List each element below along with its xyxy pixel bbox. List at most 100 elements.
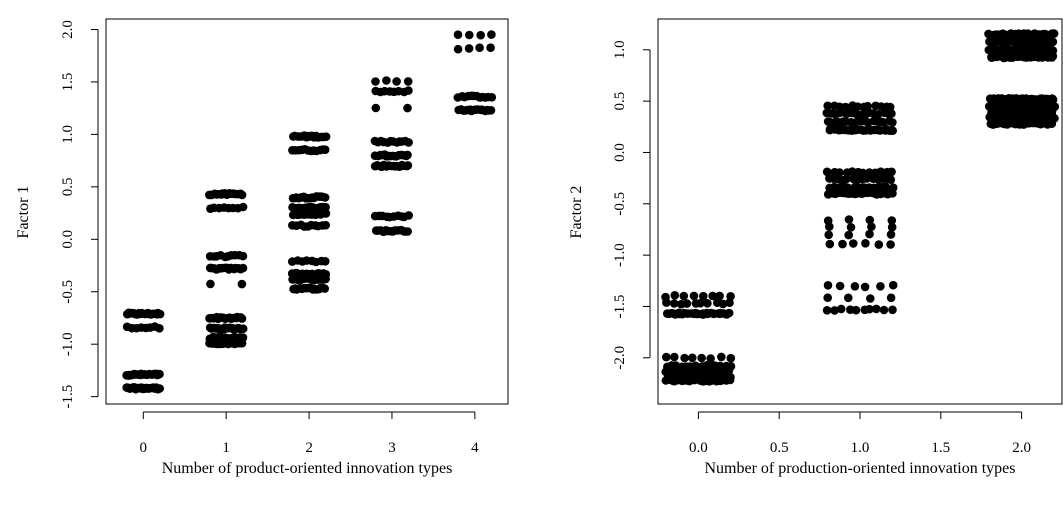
data-point: [866, 294, 875, 303]
y-tick-label: -1.0: [60, 332, 76, 356]
data-point: [486, 43, 495, 52]
data-point: [873, 110, 883, 119]
data-point: [321, 209, 331, 218]
data-point: [888, 305, 897, 315]
data-point: [842, 174, 851, 184]
data-point: [476, 30, 486, 40]
data-point: [1049, 29, 1059, 38]
data-point: [886, 293, 896, 303]
data-point: [321, 220, 331, 230]
data-point: [846, 223, 856, 232]
data-point: [725, 375, 735, 385]
data-point: [320, 145, 330, 154]
panel-left: 0 1 2 3 4 -1.5 -1.0 -0.5 0.0 0.5 1.0 1.5 2.0 Number…: [15, 18, 509, 477]
data-point: [849, 239, 858, 248]
points-left: [122, 30, 497, 394]
y-tick-label: 2.0: [60, 20, 76, 39]
x-axis-label-left: Number of product-oriented innovation ty…: [162, 460, 453, 477]
data-point: [717, 352, 726, 362]
data-point: [403, 103, 412, 113]
x-tick-label: 0.5: [770, 440, 789, 456]
data-point: [321, 257, 330, 266]
data-point: [320, 193, 330, 202]
data-point: [404, 211, 414, 220]
y-axis-label-right: Factor 2: [568, 186, 585, 239]
data-point: [206, 279, 215, 289]
data-point: [835, 108, 844, 118]
data-point: [888, 126, 897, 135]
data-point: [464, 44, 474, 53]
y-tick-label: 0.0: [612, 143, 628, 162]
data-point: [238, 202, 248, 212]
data-point: [237, 314, 247, 323]
data-point: [662, 352, 671, 362]
x-tick-label: 3: [388, 440, 396, 456]
data-point: [726, 353, 736, 363]
data-point: [699, 291, 708, 301]
x-axis-left: 0 1 2 3 4: [140, 411, 479, 456]
data-point: [487, 93, 497, 102]
data-point: [237, 338, 247, 348]
data-point: [1048, 37, 1058, 47]
data-point: [861, 239, 870, 248]
data-point: [679, 291, 689, 301]
data-point: [887, 109, 896, 118]
data-point: [155, 369, 164, 379]
data-point: [392, 77, 401, 86]
data-point: [321, 274, 331, 284]
data-point: [886, 230, 896, 239]
data-point: [822, 167, 832, 177]
data-point: [876, 167, 886, 176]
data-point: [238, 263, 248, 273]
x-tick-label: 0.0: [689, 440, 708, 456]
x-tick-label: 1.5: [931, 440, 950, 456]
y-tick-label: -2.0: [612, 346, 628, 370]
data-point: [155, 384, 164, 393]
data-point: [844, 230, 853, 240]
data-point: [155, 309, 165, 319]
x-tick-label: 4: [471, 440, 479, 456]
data-point: [888, 280, 898, 290]
data-point: [697, 353, 706, 363]
data-point: [382, 76, 391, 85]
data-point: [703, 299, 712, 308]
data-point: [237, 190, 247, 200]
data-point: [835, 281, 845, 291]
data-point: [680, 353, 689, 363]
data-point: [865, 229, 874, 239]
data-point: [403, 227, 413, 236]
panel-right: 0.0 0.5 1.0 1.5 2.0 -2.0 -1.5 -1.0 -0.5 0.0 0.5 1.…: [568, 18, 1063, 477]
data-point: [838, 239, 847, 249]
y-tick-label: -1.0: [612, 243, 628, 267]
data-point: [237, 279, 247, 289]
data-point: [708, 291, 717, 301]
y-tick-label: 1.0: [60, 125, 76, 144]
data-point: [404, 138, 413, 147]
data-point: [670, 291, 680, 300]
data-point: [822, 306, 832, 315]
data-point: [682, 299, 692, 308]
data-point: [155, 324, 164, 333]
data-point: [862, 174, 872, 183]
data-point: [865, 304, 874, 314]
y-tick-label: -0.5: [612, 192, 628, 216]
data-point: [852, 110, 861, 119]
data-point: [238, 324, 248, 334]
x-tick-label: 2.0: [1012, 440, 1031, 456]
data-point: [825, 239, 835, 249]
data-point: [371, 77, 380, 86]
x-tick-label: 1.0: [851, 440, 870, 456]
data-point: [876, 282, 885, 291]
data-point: [320, 284, 330, 293]
data-point: [851, 305, 861, 315]
data-point: [696, 298, 705, 308]
y-tick-label: -1.5: [60, 385, 76, 409]
x-axis-label-right: Number of production-oriented innovation…: [704, 460, 1015, 477]
data-point: [238, 251, 248, 261]
data-point: [823, 293, 832, 303]
y-axis-right: -2.0 -1.5 -1.0 -0.5 0.0 0.5 1.0: [612, 40, 651, 370]
data-point: [706, 354, 715, 363]
y-axis-left: -1.5 -1.0 -0.5 0.0 0.5 1.0 1.5 2.0: [60, 20, 99, 409]
plot-frame-right: [657, 18, 1063, 405]
data-point: [850, 282, 860, 291]
